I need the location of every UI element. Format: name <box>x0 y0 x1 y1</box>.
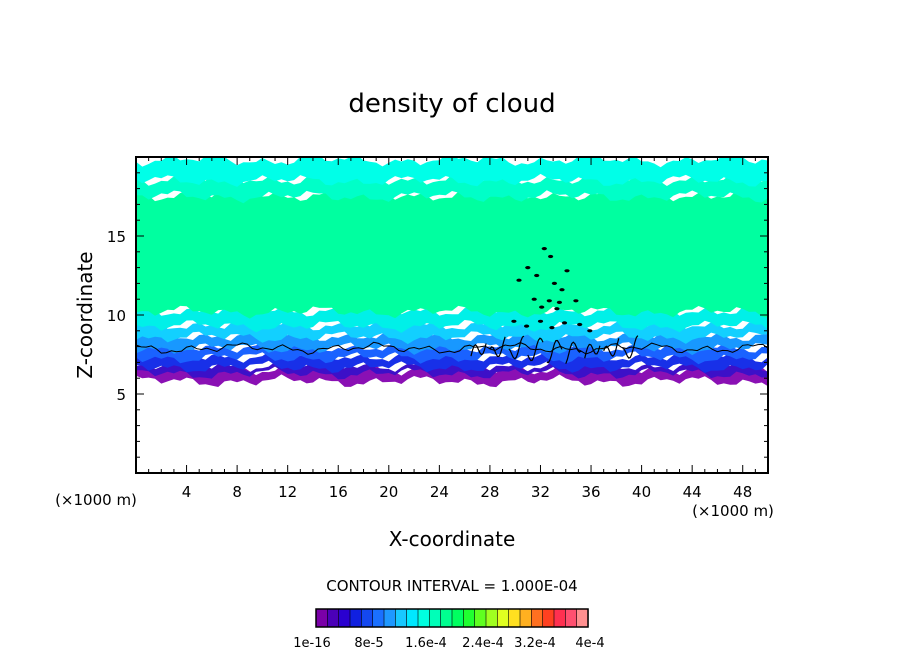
legend-swatch <box>463 608 476 628</box>
legend-swatch <box>349 608 362 628</box>
x-tick-label: 48 <box>733 483 752 501</box>
contour-cell-1 <box>541 247 547 251</box>
y-axis-label: Z-coordinate <box>73 251 97 378</box>
contour-cell-4 <box>516 278 522 282</box>
density-layer-2 <box>136 349 768 373</box>
legend-swatch <box>361 608 374 628</box>
contour-line-base <box>136 341 768 355</box>
contour-cell-18 <box>561 321 568 325</box>
legend-label: 3.2e-4 <box>514 636 556 651</box>
legend-swatch <box>565 608 578 628</box>
color-legend <box>315 608 589 628</box>
legend-swatch <box>474 608 487 628</box>
contour-wave-2 <box>508 335 525 360</box>
x-tick-label: 32 <box>531 483 550 501</box>
legend-labels: 1e-16 8e-5 1.6e-4 2.4e-4 3.2e-4 4e-4 <box>293 636 604 651</box>
contour-wave-5 <box>565 341 582 364</box>
y-tick-label: 15 <box>107 228 126 246</box>
legend-swatch <box>327 608 340 628</box>
legend-label: 1e-16 <box>293 636 331 651</box>
legend-swatch <box>417 608 430 628</box>
legend-swatch <box>576 608 589 628</box>
contour-cell-13 <box>554 307 560 311</box>
legend-label: 2.4e-4 <box>462 636 504 651</box>
x-unit-left: (×1000 m) <box>55 491 137 509</box>
contour-cell-11 <box>573 299 579 303</box>
x-unit-right: (×1000 m) <box>692 502 774 520</box>
x-tick-label: 8 <box>232 483 242 501</box>
legend-swatch <box>542 608 555 628</box>
legend-swatch <box>519 608 532 628</box>
axis-ticks <box>136 157 768 473</box>
contour-cell-5 <box>534 273 540 278</box>
legend-swatch <box>372 608 385 628</box>
contour-cell-9 <box>546 299 552 303</box>
contour-cell-14 <box>511 319 517 323</box>
x-tick-label: 4 <box>182 483 192 501</box>
legend-swatch <box>395 608 408 628</box>
legend-swatch <box>553 608 566 628</box>
contour-wave-3 <box>527 337 544 362</box>
contour-lines <box>136 247 768 364</box>
density-layer-6 <box>136 303 768 333</box>
contour-cell-6 <box>551 281 558 285</box>
x-tick-label: 24 <box>430 483 449 501</box>
contour-cell-20 <box>587 329 593 333</box>
y-tick-label: 10 <box>107 307 126 325</box>
contour-cell-8 <box>531 297 537 301</box>
legend-label: 4e-4 <box>575 636 604 651</box>
contour-cell-10 <box>556 300 563 304</box>
x-tick-label: 12 <box>278 483 297 501</box>
legend-swatch <box>406 608 419 628</box>
contour-interval-text: CONTOUR INTERVAL = 1.000E-04 <box>326 577 577 595</box>
x-tick-label: 44 <box>683 483 702 501</box>
legend-swatch <box>440 608 453 628</box>
x-tick-label: 28 <box>480 483 499 501</box>
contour-wave-1 <box>489 336 506 357</box>
legend-label: 8e-5 <box>354 636 383 651</box>
contour-wave-7 <box>603 338 620 358</box>
cloud-density-field <box>136 157 768 388</box>
contour-cell-17 <box>549 326 555 330</box>
legend-frame <box>315 608 589 628</box>
contour-cell-15 <box>524 324 530 328</box>
contour-cell-3 <box>564 269 570 273</box>
legend-swatch <box>485 608 498 628</box>
legend-swatch <box>451 608 464 628</box>
x-tick-label: 36 <box>581 483 600 501</box>
x-tick-label: 16 <box>329 483 348 501</box>
contour-wave-8 <box>622 335 639 359</box>
x-tick-labels: 4 8 12 16 20 24 28 32 36 40 44 48 <box>182 483 752 501</box>
chart-title: density of cloud <box>348 89 555 119</box>
contour-wave-0 <box>470 343 487 357</box>
legend-label: 1.6e-4 <box>405 636 447 651</box>
legend-swatch <box>315 608 328 628</box>
legend-swatch <box>383 608 396 628</box>
contour-cell-16 <box>537 319 544 323</box>
legend-swatch <box>497 608 510 628</box>
x-tick-label: 20 <box>379 483 398 501</box>
legend-swatch <box>338 608 351 628</box>
x-axis-label: X-coordinate <box>389 527 516 551</box>
density-layer-9 <box>136 157 768 187</box>
contour-cell-7 <box>559 288 565 292</box>
x-tick-label: 40 <box>632 483 651 501</box>
legend-swatch <box>508 608 521 628</box>
contour-cell-12 <box>539 305 545 309</box>
contour-wave-6 <box>584 343 601 359</box>
contour-cell-2 <box>548 254 554 259</box>
density-layer-7 <box>136 188 768 319</box>
legend-swatch <box>429 608 442 628</box>
contour-wave-4 <box>546 339 563 364</box>
contour-cell-19 <box>577 322 583 327</box>
legend-swatch <box>531 608 544 628</box>
y-tick-labels: 5 10 15 <box>107 228 126 404</box>
contour-cell-0 <box>525 266 531 270</box>
y-tick-label: 5 <box>116 386 126 404</box>
